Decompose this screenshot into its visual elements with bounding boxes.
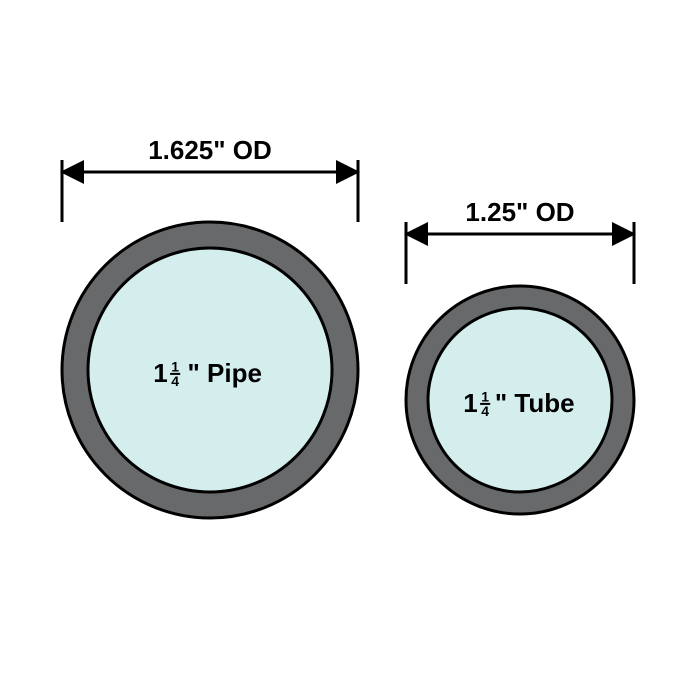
pipe-label-frac-den: 4 [171,373,179,389]
tube-label-prefix: 1 [463,388,477,418]
pipe-dimension-label: 1.625" OD [148,135,272,165]
tube-label-frac-den: 4 [481,403,489,419]
diagram-canvas: 1.625" OD114" Pipe1.25" OD114" Tube [0,0,700,700]
pipe-label-suffix: " Pipe [187,358,261,388]
pipe-label-prefix: 1 [153,358,167,388]
tube-group: 1.25" OD114" Tube [406,197,634,514]
pipe-group: 1.625" OD114" Pipe [62,135,358,518]
tube-label-suffix: " Tube [495,388,575,418]
tube-dimension-label: 1.25" OD [465,197,574,227]
